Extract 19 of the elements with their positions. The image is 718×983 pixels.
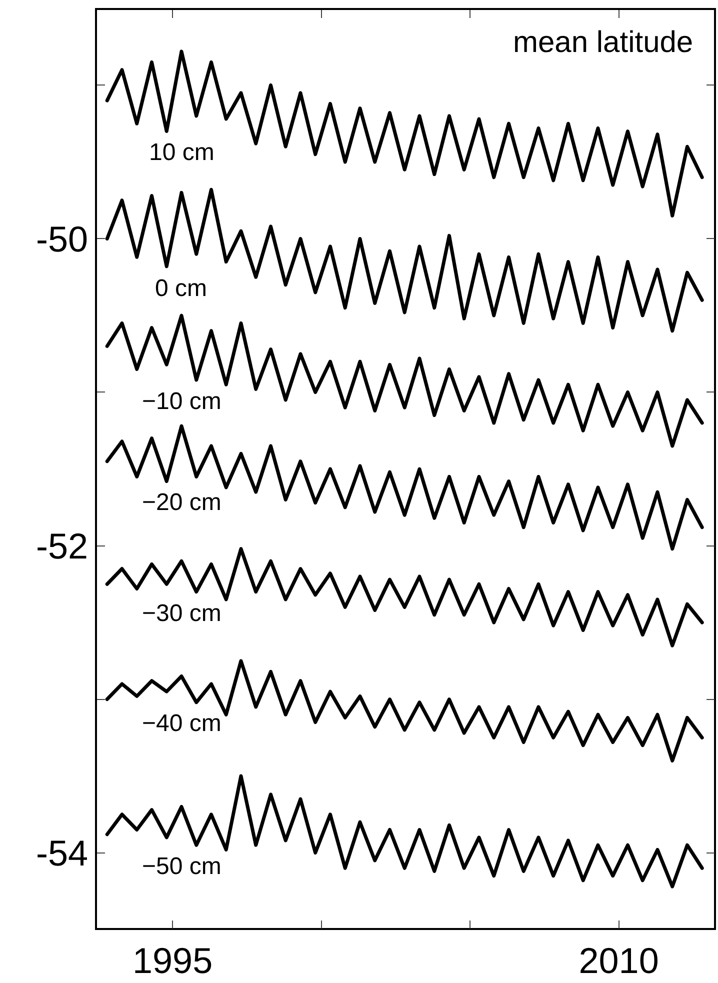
line-series <box>105 188 704 333</box>
line-series <box>105 774 704 888</box>
series-label: −30 cm <box>142 600 222 627</box>
x-tick-label: 2010 <box>578 940 659 981</box>
line-series <box>105 424 704 551</box>
y-tick-label: -52 <box>36 525 88 566</box>
series-label: −50 cm <box>142 853 222 880</box>
series-label: −40 cm <box>142 710 222 737</box>
series-label: 0 cm <box>155 275 208 302</box>
line-series <box>105 547 704 648</box>
line-series <box>105 659 704 762</box>
line-series <box>105 314 704 448</box>
series-label: 10 cm <box>149 139 214 166</box>
y-tick-label: -50 <box>36 218 88 260</box>
text: mean latitude <box>513 26 694 59</box>
y-tick-label: -54 <box>36 832 88 874</box>
series-label: −10 cm <box>142 388 222 415</box>
series-label: −20 cm <box>142 489 222 516</box>
x-tick-label: 1995 <box>132 940 213 981</box>
